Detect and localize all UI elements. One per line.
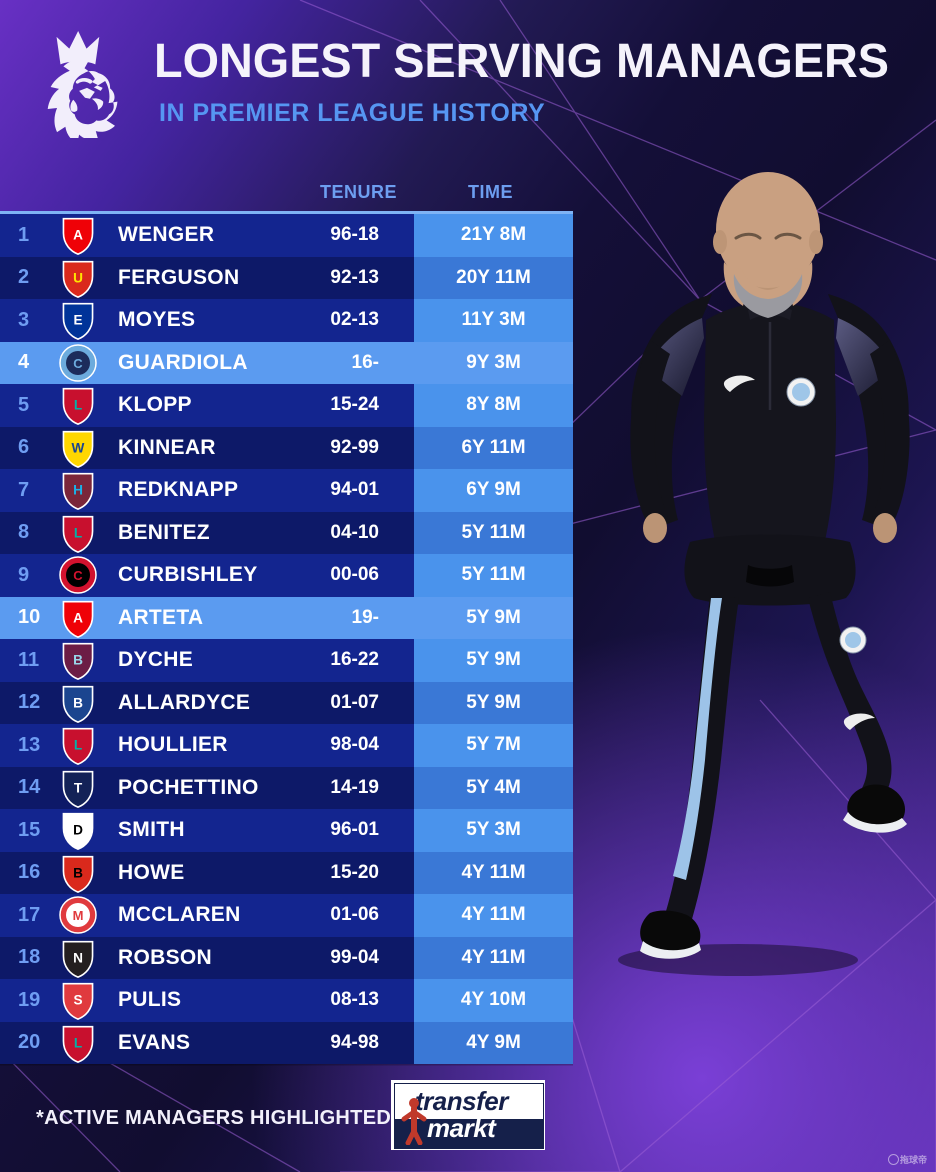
svg-text:B: B (73, 865, 83, 880)
svg-text:L: L (74, 398, 82, 413)
svg-text:N: N (73, 950, 83, 965)
svg-text:H: H (73, 483, 83, 498)
svg-text:A: A (73, 610, 83, 625)
svg-text:T: T (74, 780, 83, 795)
svg-text:C: C (73, 568, 83, 583)
svg-text:D: D (73, 823, 83, 838)
svg-text:L: L (74, 738, 82, 753)
svg-text:C: C (73, 356, 83, 371)
svg-text:A: A (73, 228, 83, 243)
svg-text:L: L (74, 1035, 82, 1050)
svg-text:L: L (74, 525, 82, 540)
svg-text:E: E (73, 313, 82, 328)
svg-text:M: M (73, 908, 84, 923)
svg-text:W: W (72, 440, 85, 455)
svg-text:S: S (73, 993, 82, 1008)
svg-text:U: U (73, 270, 83, 285)
svg-text:B: B (73, 695, 83, 710)
svg-text:B: B (73, 653, 83, 668)
